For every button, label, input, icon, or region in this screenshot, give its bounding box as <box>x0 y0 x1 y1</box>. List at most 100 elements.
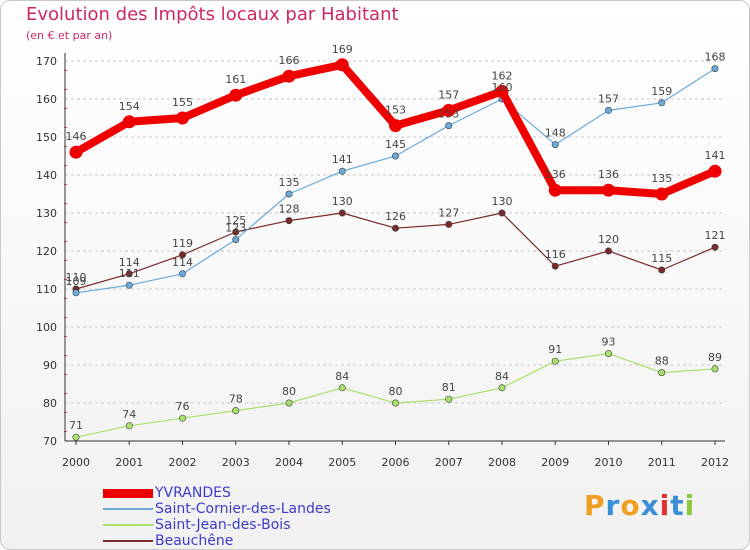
data-label-beauchene: 130 <box>332 195 353 208</box>
y-tick-label: 130 <box>36 207 57 220</box>
y-tick-label: 90 <box>43 359 57 372</box>
legend-swatch-saint-cornier-des-landes <box>103 508 153 510</box>
data-label-yvrandes: 136 <box>545 168 566 181</box>
data-point-beauchene <box>711 243 719 251</box>
data-label-saint-cornier-des-landes: 135 <box>279 176 300 189</box>
data-point-yvrandes <box>548 183 562 197</box>
data-label-saint-cornier-des-landes: 153 <box>438 108 459 121</box>
data-point-saint-cornier-des-landes <box>285 190 293 198</box>
data-label-saint-jean-des-bois: 93 <box>602 336 616 349</box>
grid-lines <box>65 60 725 404</box>
data-point-beauchene <box>604 247 612 255</box>
x-tick-label: 2005 <box>328 456 356 469</box>
data-point-beauchene <box>232 228 240 236</box>
data-point-saint-cornier-des-landes <box>604 106 612 114</box>
y-tick-label: 120 <box>36 245 57 258</box>
logo-letter: P <box>584 489 606 522</box>
y-tick-label: 140 <box>36 169 57 182</box>
x-tick-label: 2010 <box>595 456 623 469</box>
data-label-saint-jean-des-bois: 74 <box>122 408 136 421</box>
data-point-saint-jean-des-bois <box>445 395 453 403</box>
data-point-beauchene <box>498 209 506 217</box>
data-point-yvrandes <box>282 69 296 83</box>
y-tick-label: 150 <box>36 131 57 144</box>
x-tick-label: 2002 <box>169 456 197 469</box>
x-tick-label: 2006 <box>382 456 410 469</box>
data-label-yvrandes: 161 <box>225 73 246 86</box>
data-point-yvrandes <box>176 111 189 125</box>
data-point-beauchene <box>551 262 559 270</box>
data-point-beauchene <box>179 251 187 259</box>
data-point-saint-jean-des-bois <box>498 384 506 392</box>
data-point-yvrandes <box>122 115 136 129</box>
data-point-saint-jean-des-bois <box>338 384 346 392</box>
data-label-saint-cornier-des-landes: 168 <box>705 51 726 64</box>
data-label-saint-jean-des-bois: 71 <box>69 419 83 432</box>
logo-letter: t <box>670 489 685 522</box>
legend-swatch-saint-jean-des-bois <box>103 524 153 526</box>
proxiti-logo: Proxiti <box>584 489 695 522</box>
data-label-saint-jean-des-bois: 91 <box>548 343 562 356</box>
data-label-saint-jean-des-bois: 80 <box>389 385 403 398</box>
x-tick-label: 2003 <box>222 456 250 469</box>
data-point-saint-cornier-des-landes <box>658 99 666 107</box>
data-point-saint-jean-des-bois <box>604 350 612 358</box>
data-label-saint-cornier-des-landes: 109 <box>66 275 87 288</box>
data-label-beauchene: 115 <box>651 252 672 265</box>
data-point-saint-jean-des-bois <box>551 357 559 365</box>
data-label-saint-jean-des-bois: 88 <box>655 355 669 368</box>
chart-subtitle: (en € et par an) <box>26 29 113 42</box>
data-label-beauchene: 126 <box>385 210 406 223</box>
x-tick-label: 2000 <box>62 456 90 469</box>
data-point-saint-cornier-des-landes <box>125 281 133 289</box>
data-label-saint-cornier-des-landes: 141 <box>332 153 353 166</box>
data-label-beauchene: 119 <box>172 237 193 250</box>
data-point-beauchene <box>391 224 399 232</box>
data-point-yvrandes <box>69 145 83 159</box>
legend-label-saint-cornier-des-landes: Saint-Cornier-des-Landes <box>155 501 331 517</box>
data-label-saint-jean-des-bois: 84 <box>495 370 509 383</box>
data-label-saint-jean-des-bois: 76 <box>176 400 190 413</box>
data-point-yvrandes <box>495 84 509 98</box>
data-label-saint-cornier-des-landes: 145 <box>385 138 406 151</box>
data-point-beauchene <box>338 209 346 217</box>
series-lines <box>69 58 722 441</box>
data-point-yvrandes <box>335 58 349 72</box>
y-tick-label: 80 <box>43 397 57 410</box>
data-label-beauchene: 114 <box>119 256 140 269</box>
y-tick-label: 100 <box>36 321 57 334</box>
data-point-saint-cornier-des-landes <box>179 270 187 278</box>
legend-label-saint-jean-des-bois: Saint-Jean-des-Bois <box>155 517 291 533</box>
data-point-saint-jean-des-bois <box>179 414 187 422</box>
data-label-saint-cornier-des-landes: 111 <box>119 267 140 280</box>
logo-letter: i <box>684 489 696 522</box>
data-label-yvrandes: 157 <box>438 88 459 101</box>
y-tick-label: 110 <box>36 283 57 296</box>
data-point-yvrandes <box>655 187 669 201</box>
y-tick-label: 160 <box>36 93 57 106</box>
data-label-beauchene: 116 <box>545 248 566 261</box>
legend-swatch-beauchene <box>103 540 153 542</box>
data-point-beauchene <box>285 217 293 225</box>
data-label-saint-jean-des-bois: 78 <box>229 393 243 406</box>
data-labels: 110 114 119 125 128 130 126 127 130 116 120 115 121 7… <box>66 43 726 432</box>
data-point-saint-cornier-des-landes <box>232 236 240 244</box>
data-point-saint-cornier-des-landes <box>711 65 719 73</box>
logo-letter: r <box>605 489 621 522</box>
data-label-yvrandes: 135 <box>651 172 672 185</box>
data-point-saint-jean-des-bois <box>658 369 666 377</box>
data-point-saint-jean-des-bois <box>72 433 80 441</box>
data-label-saint-cornier-des-landes: 160 <box>492 81 513 94</box>
data-point-yvrandes <box>602 183 615 197</box>
data-label-saint-jean-des-bois: 81 <box>442 381 456 394</box>
logo-letter: x <box>640 489 660 522</box>
logo-letter: i <box>659 489 671 522</box>
data-point-saint-jean-des-bois <box>232 407 240 415</box>
data-point-saint-jean-des-bois <box>711 365 719 373</box>
legend-label-beauchene: Beauchêne <box>155 533 234 549</box>
line-chart: 70 80 90 100 110 120 130 140 150 160 170 2000 2001 20… <box>36 43 729 469</box>
data-point-saint-jean-des-bois <box>285 399 293 407</box>
legend-swatch-yvrandes <box>103 488 153 498</box>
x-tick-label: 2007 <box>435 456 463 469</box>
data-label-saint-cornier-des-landes: 159 <box>651 85 672 98</box>
